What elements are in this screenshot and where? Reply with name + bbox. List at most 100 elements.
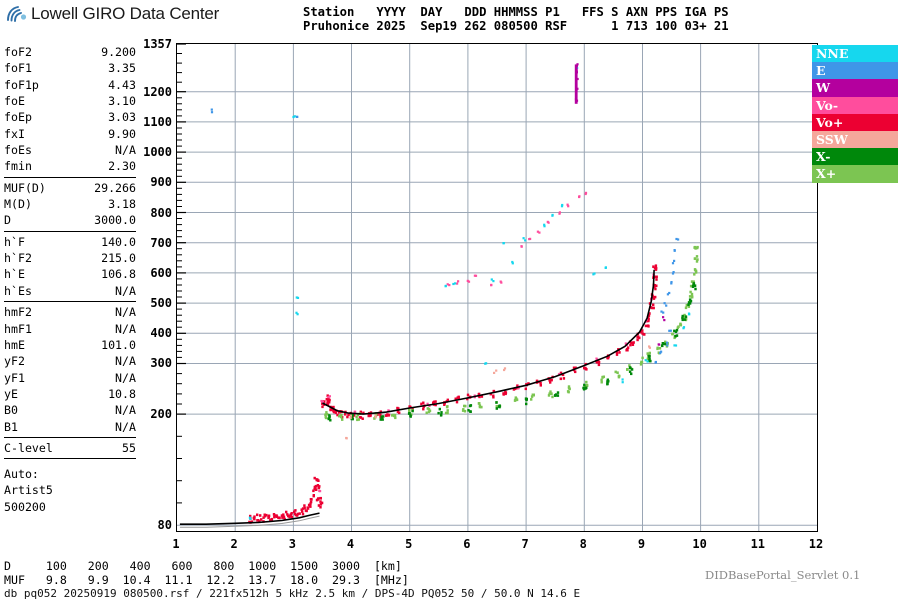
x-axis-labels: 1 2 3 4 5 6 7 8 9 10 11 12 [172, 537, 823, 555]
param-row: B1 N/A [4, 419, 136, 435]
legend-item-e[interactable]: E [812, 62, 898, 80]
autoscaler-info: Auto: Artist5 500200 [4, 466, 53, 515]
legend-item-ssw[interactable]: SSW [812, 130, 898, 149]
plot-gridlines [177, 44, 817, 531]
x-axis-tick-label: 9 [637, 537, 646, 551]
param-value: 9.90 [108, 126, 136, 141]
param-row: yE 10.8 [4, 386, 136, 402]
panel-divider [4, 458, 136, 460]
param-value: 55 [122, 440, 136, 455]
param-row: h`F 140.0 [4, 234, 136, 250]
param-name: yE [4, 386, 18, 401]
param-value: 140.0 [101, 234, 136, 249]
param-value: 101.0 [101, 337, 136, 352]
param-row: h`Es N/A [4, 283, 136, 299]
param-value: 9.200 [101, 45, 136, 59]
param-row: D 3000.0 [4, 212, 136, 228]
brand-title: Lowell GIRO Data Center [31, 4, 220, 23]
station-header-labels: Station YYYY DAY DDD HHMMSS P1 FFS S AXN… [303, 5, 729, 19]
param-value: 3.18 [108, 197, 136, 212]
parameter-group-virtual-heights: h`F 140.0 h`F2 215.0 h`E 106.8 h`Es N/A [4, 234, 136, 299]
legend-item-label: E [816, 63, 826, 79]
dmuf-table: D 100 200 400 600 800 1000 1500 3000 [km… [4, 559, 409, 587]
x-axis-tick-label: 11 [750, 537, 766, 551]
param-name: yF1 [4, 370, 25, 385]
y-axis-tick-label: 1000 [143, 145, 172, 160]
y-axis-tick-label: 1100 [143, 114, 172, 129]
parameter-group-muf: MUF(D) 29.266 M(D) 3.18 D 3000.0 [4, 180, 136, 229]
param-name: h`Es [4, 283, 32, 298]
station-header-values: Pruhonice 2025 Sep19 262 080500 RSF 1 71… [303, 18, 729, 33]
x-axis-tick-label: 7 [521, 537, 529, 551]
param-name: yF2 [4, 354, 25, 369]
x-axis-tick-label: 1 [172, 537, 180, 551]
legend-item-x-[interactable]: X- [812, 148, 898, 166]
param-name: foF2 [4, 45, 32, 59]
param-value: 215.0 [101, 251, 136, 266]
legend-item-label: X- [816, 149, 831, 165]
param-name: MUF(D) [4, 180, 46, 195]
y-axis-tick-label: 900 [150, 175, 172, 190]
x-axis-tick-label: 2 [230, 537, 238, 551]
param-value: 3000.0 [94, 213, 136, 228]
param-row: hmE 101.0 [4, 337, 136, 353]
param-row: foEp 3.03 [4, 109, 136, 125]
param-row: yF2 N/A [4, 353, 136, 369]
legend-item-label: X+ [816, 166, 837, 182]
y-axis-labels: 80 200 300 400 500 600 700 800 900 1000 1100 1200 13… [120, 37, 172, 533]
legend-item-vo-[interactable]: Vo- [812, 96, 898, 114]
param-row: fmin 2.30 [4, 158, 136, 174]
param-value: 106.8 [101, 267, 136, 282]
legend-item-nne[interactable]: NNE [812, 45, 898, 63]
ionogram-plot[interactable] [176, 43, 818, 532]
legend-item-label: W [816, 80, 831, 96]
param-row: h`F2 215.0 [4, 250, 136, 266]
param-value: N/A [115, 403, 136, 418]
polarization-legend: NNE E W Vo- Vo+ SSW X- X+ [812, 45, 898, 183]
param-value: N/A [115, 321, 136, 336]
param-name: h`F [4, 234, 25, 249]
legend-item-label: Vo+ [816, 114, 844, 130]
panel-divider [4, 436, 136, 438]
y-axis-tick-label: 80 [157, 518, 172, 533]
servlet-version-label: DIDBasePortal_Servlet 0.1 [705, 568, 861, 582]
y-axis-tick-label: 1357 [143, 37, 172, 51]
param-name: fmin [4, 159, 32, 174]
param-value: 10.8 [108, 386, 136, 401]
dmuf-row-muf: MUF 9.8 9.9 10.4 11.1 12.2 13.7 18.0 29.… [4, 572, 409, 587]
legend-item-w[interactable]: W [812, 79, 898, 97]
autoscaler-version: 500200 [4, 499, 46, 514]
param-row: yF1 N/A [4, 370, 136, 386]
y-axis-tick-label: 800 [150, 205, 172, 220]
autoscaler-label: Auto: [4, 467, 39, 481]
param-row: foE 3.10 [4, 93, 136, 109]
legend-item-label: SSW [816, 132, 848, 148]
param-value: N/A [115, 143, 136, 158]
param-value: N/A [115, 305, 136, 320]
param-name: foEp [4, 110, 32, 125]
autoscaler-name: Artist5 [4, 483, 53, 498]
param-row: foEs N/A [4, 142, 136, 158]
param-name: M(D) [4, 197, 32, 212]
x-axis-tick-label: 10 [692, 537, 707, 551]
param-value: 29.266 [94, 180, 136, 195]
legend-item-label: Vo- [816, 97, 839, 113]
param-name: C-level [4, 440, 53, 455]
param-name: foE [4, 94, 25, 109]
param-name: foF1 [4, 61, 32, 76]
legend-item-vo-[interactable]: Vo+ [812, 113, 898, 131]
param-name: hmF1 [4, 321, 32, 336]
param-row: C-level 55 [4, 440, 136, 456]
param-name: B1 [4, 419, 18, 434]
parameter-group-frequencies: foF2 9.200 foF1 3.35 foF1p 4.43 foE 3.10 foE… [4, 44, 136, 175]
y-axis-tick-label: 1200 [143, 84, 172, 99]
parameter-group-clevel: C-level 55 [4, 440, 136, 456]
legend-item-x-[interactable]: X+ [812, 165, 898, 183]
param-value: 3.03 [108, 110, 136, 125]
param-name: D [4, 213, 11, 228]
brand-header: Lowell GIRO Data Center [6, 4, 219, 24]
param-value: N/A [115, 354, 136, 369]
param-value: N/A [115, 370, 136, 385]
param-row: foF2 9.200 [4, 44, 136, 60]
panel-divider [4, 230, 136, 232]
